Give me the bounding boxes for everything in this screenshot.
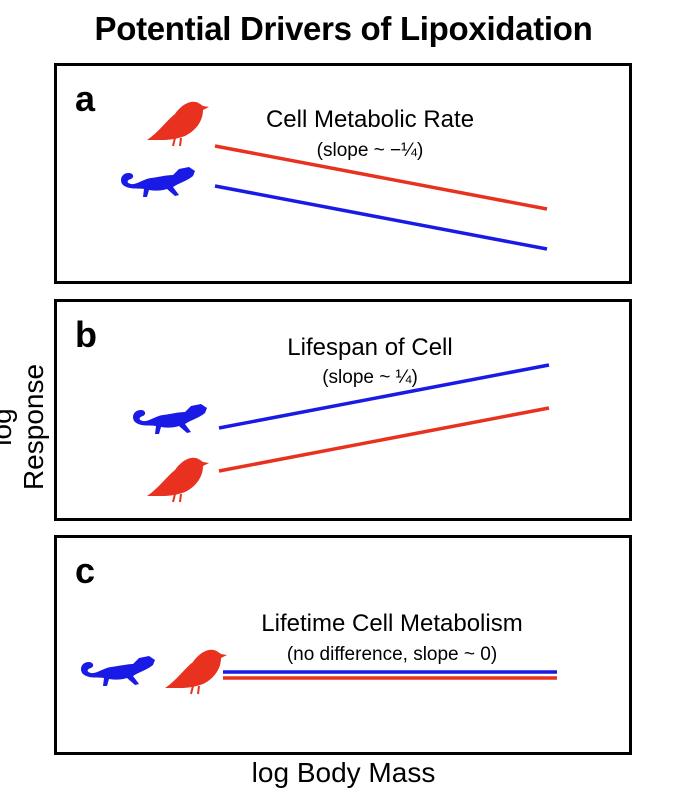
panel-b-plot: [133, 363, 550, 503]
panel-a: a Cell Metabolic Rate (slope ~ −¼): [54, 63, 632, 284]
lizard-icon: [121, 167, 195, 197]
panel-title: Cell Metabolic Rate: [265, 106, 475, 133]
figure-title: Potential Drivers of Lipoxidation: [94, 10, 593, 47]
panel-a-plot: [121, 101, 548, 251]
lizard-line: [214, 184, 548, 251]
panel-letter: c: [75, 550, 96, 591]
bird-icon: [147, 101, 209, 147]
y-axis-label: log Response: [0, 363, 49, 491]
bird-icon: [147, 457, 209, 503]
panel-c: c Lifetime Cell Metabolism (no differenc…: [54, 535, 632, 755]
lizard-line: [218, 363, 550, 430]
panel-subtitle: (no difference, slope ~ 0): [286, 644, 498, 665]
bird-line: [218, 406, 550, 473]
panel-c-plot: [81, 649, 557, 695]
panel-b: b Lifespan of Cell (slope ~ ¼): [54, 299, 632, 521]
panel-subtitle: (slope ~ ¼): [322, 367, 418, 388]
panel-title: Lifespan of Cell: [287, 334, 453, 361]
x-axis-label: log Body Mass: [251, 757, 436, 788]
bird-icon: [165, 649, 227, 695]
bird-line: [214, 144, 548, 211]
panel-title: Lifetime Cell Metabolism: [261, 610, 523, 637]
panel-letter: b: [75, 314, 97, 355]
lizard-icon: [81, 656, 155, 686]
panel-letter: a: [75, 78, 96, 119]
panel-subtitle: (slope ~ −¼): [316, 140, 424, 161]
lizard-icon: [133, 404, 207, 434]
